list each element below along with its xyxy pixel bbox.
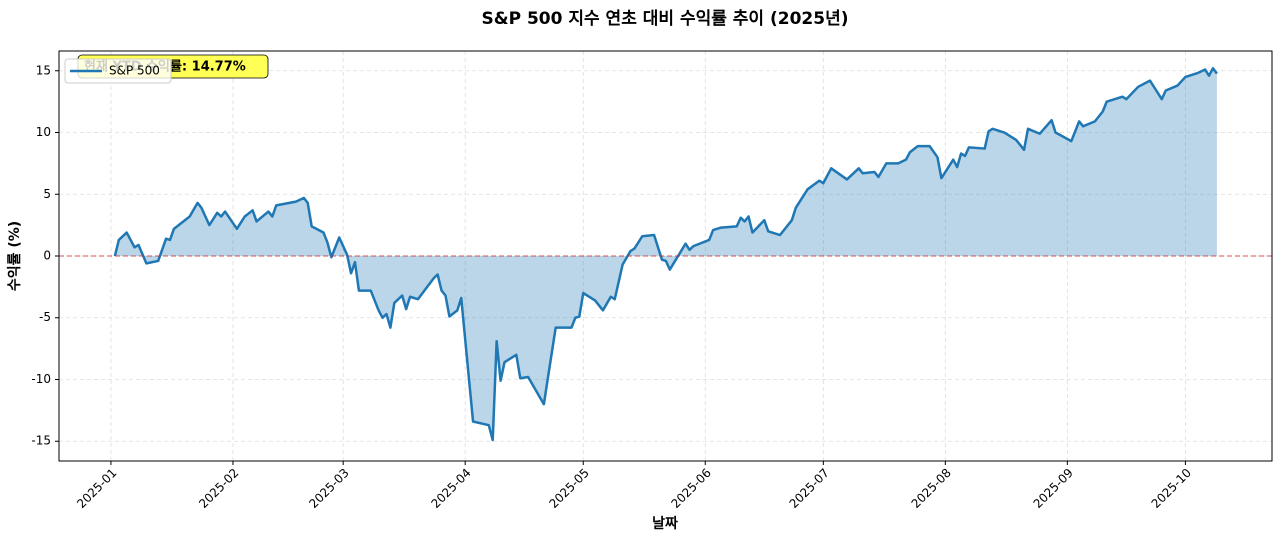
y-tick-label: 5 <box>43 187 51 201</box>
x-tick-label: 2025-09 <box>1031 466 1076 511</box>
y-tick-label: -10 <box>31 372 51 386</box>
y-tick-label: 0 <box>43 249 51 263</box>
x-tick-label: 2025-07 <box>787 466 832 511</box>
line <box>113 67 1218 442</box>
y-tick-label: 15 <box>36 63 51 77</box>
x-tick-label: 2025-03 <box>306 466 351 511</box>
y-tick-label: 10 <box>36 125 51 139</box>
x-tick-label: 2025-01 <box>74 466 119 511</box>
x-tick-label: 2025-10 <box>1149 466 1194 511</box>
y-tick-label: -15 <box>31 434 51 448</box>
axes-frame <box>58 50 1273 462</box>
legend-box <box>64 58 172 84</box>
legend-label: S&P 500 <box>109 64 160 78</box>
y-axis-label: 수익률 (%) <box>6 221 23 291</box>
x-tick-label: 2025-04 <box>428 466 473 511</box>
x-tick-label: 2025-05 <box>546 466 591 511</box>
x-tick-label: 2025-08 <box>909 466 954 511</box>
x-tick-label: 2025-02 <box>196 466 241 511</box>
chart-title: S&P 500 지수 연초 대비 수익률 추이 (2025년) <box>482 9 849 29</box>
x-tick-label: 2025-06 <box>668 466 713 511</box>
area <box>114 68 1217 441</box>
x-axis-label: 날짜 <box>652 516 678 532</box>
y-tick-label: -5 <box>39 310 51 324</box>
